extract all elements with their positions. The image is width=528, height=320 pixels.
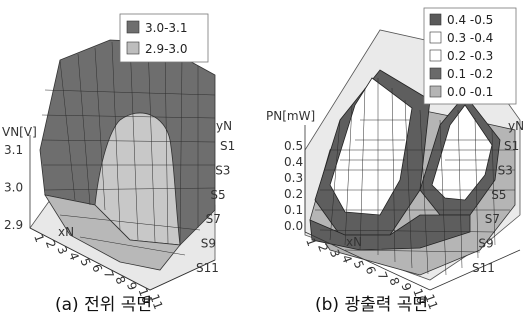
surface-a-light-front <box>44 194 181 271</box>
y-tick-label: S1 <box>220 139 235 153</box>
x-tick-label: 5 <box>78 256 94 268</box>
z-tick-label: 0.3 <box>284 171 303 185</box>
x-tick-label: 3 <box>327 247 343 259</box>
x-tick-label: 4 <box>339 253 355 265</box>
y-tick-label: S9 <box>478 237 493 251</box>
x-tick-label: 11 <box>422 292 440 311</box>
legend-a-label-1: 2.9-3.0 <box>145 42 188 56</box>
x-tick-label: 11 <box>147 292 165 311</box>
axis-a-x-label: xN <box>58 225 74 239</box>
y-tick-label: S5 <box>210 188 225 202</box>
surface-b-mesh <box>315 78 515 276</box>
surface-plot-a: 3.0-3.1 2.9-3.0 VN[V] xN yN 2.93.03.1 12… <box>2 13 235 311</box>
z-tick-label: 0.0 <box>284 219 303 233</box>
legend-b-label-0: 0.4 -0.5 <box>447 13 493 27</box>
axis-b-x-line <box>304 231 431 291</box>
legend-b-label-2: 0.2 -0.3 <box>447 49 493 63</box>
legend-b-label-1: 0.3 -0.4 <box>447 31 493 45</box>
axis-b-y-line <box>429 249 521 291</box>
x-tick-label: 4 <box>66 250 82 262</box>
y-tick-label: S11 <box>196 261 219 275</box>
x-tick-label: 8 <box>386 275 402 287</box>
y-tick-label: S9 <box>201 237 216 251</box>
y-tick-label: S7 <box>485 212 500 226</box>
x-tick-label: 5 <box>351 259 367 271</box>
axis-a-y-ticks: S1 S3 S5 S7 S9 S11 <box>196 139 235 275</box>
y-tick-label: S5 <box>491 188 506 202</box>
x-tick-label: 1 <box>303 236 319 248</box>
legend-a-swatch-1 <box>126 41 140 55</box>
z-tick-label: 0.5 <box>284 139 303 153</box>
z-tick-label: 0.1 <box>284 203 303 217</box>
axis-b-y-label: yN <box>508 119 524 133</box>
x-tick-label: 10 <box>410 287 428 306</box>
axis-a-z-label: VN[V] <box>2 125 37 139</box>
legend-b-swatch-3 <box>429 67 442 80</box>
legend-b-swatch-4 <box>429 85 442 98</box>
x-tick-label: 2 <box>43 238 59 250</box>
legend-b-label-4: 0.0 -0.1 <box>447 85 493 99</box>
axis-a-y-line <box>149 259 216 291</box>
caption-a: (a) 전위 곡면 <box>55 295 152 315</box>
legend-b-swatch-1 <box>429 31 442 44</box>
y-tick-label: S11 <box>472 261 495 275</box>
z-tick-label: 3.0 <box>4 181 23 195</box>
x-tick-label: 6 <box>363 264 379 276</box>
caption-b: (b) 광출력 곡면 <box>315 295 428 315</box>
z-tick-label: 3.1 <box>4 143 23 157</box>
axis-a-y-label: yN <box>216 119 232 133</box>
axis-b-z-label: PN[mW] <box>266 109 315 123</box>
z-tick-label: 0.2 <box>284 187 303 201</box>
y-tick-label: S3 <box>215 163 230 177</box>
surface-plot-b: 0.4 -0.5 0.3 -0.4 0.2 -0.3 0.1 -0.2 0.0 … <box>266 7 524 311</box>
legend-b-label-3: 0.1 -0.2 <box>447 67 493 81</box>
axis-b-x-label: xN <box>346 235 362 249</box>
x-tick-label: 7 <box>375 270 391 282</box>
z-tick-label: 0.4 <box>284 155 303 169</box>
surface-b-dark-band <box>309 214 471 251</box>
z-tick-label: 2.9 <box>4 218 23 232</box>
y-tick-label: S3 <box>498 163 513 177</box>
axis-a-x-line <box>29 227 151 291</box>
legend-a: 3.0-3.1 2.9-3.0 <box>119 13 209 63</box>
axis-a-z-ticks: 2.9 3.0 3.1 <box>4 143 23 232</box>
legend-b-swatch-0 <box>429 13 442 26</box>
legend-a-label-0: 3.0-3.1 <box>145 21 188 35</box>
x-tick-label: 10 <box>136 286 154 305</box>
x-tick-label: 7 <box>101 268 117 280</box>
x-tick-label: 6 <box>89 262 105 274</box>
x-tick-label: 3 <box>54 244 70 256</box>
y-tick-label: S7 <box>206 212 221 226</box>
surface-a-mesh <box>41 41 216 256</box>
x-tick-label: 1 <box>31 232 47 244</box>
axis-b-y-ticks: S1 S3 S5 S7 S9 S11 <box>472 139 519 275</box>
x-tick-label: 9 <box>398 281 414 293</box>
legend-b-swatch-2 <box>429 49 442 62</box>
y-tick-label: S1 <box>504 139 519 153</box>
x-tick-label: 2 <box>315 242 331 254</box>
x-tick-label: 8 <box>112 274 128 286</box>
axis-b-z-ticks: 0.0 0.1 0.2 0.3 0.4 0.5 <box>284 139 303 233</box>
legend-a-swatch-0 <box>126 20 140 34</box>
x-tick-label: 9 <box>124 280 140 292</box>
legend-b: 0.4 -0.5 0.3 -0.4 0.2 -0.3 0.1 -0.2 0.0 … <box>423 7 517 105</box>
surface-b-peak-left <box>329 77 413 216</box>
